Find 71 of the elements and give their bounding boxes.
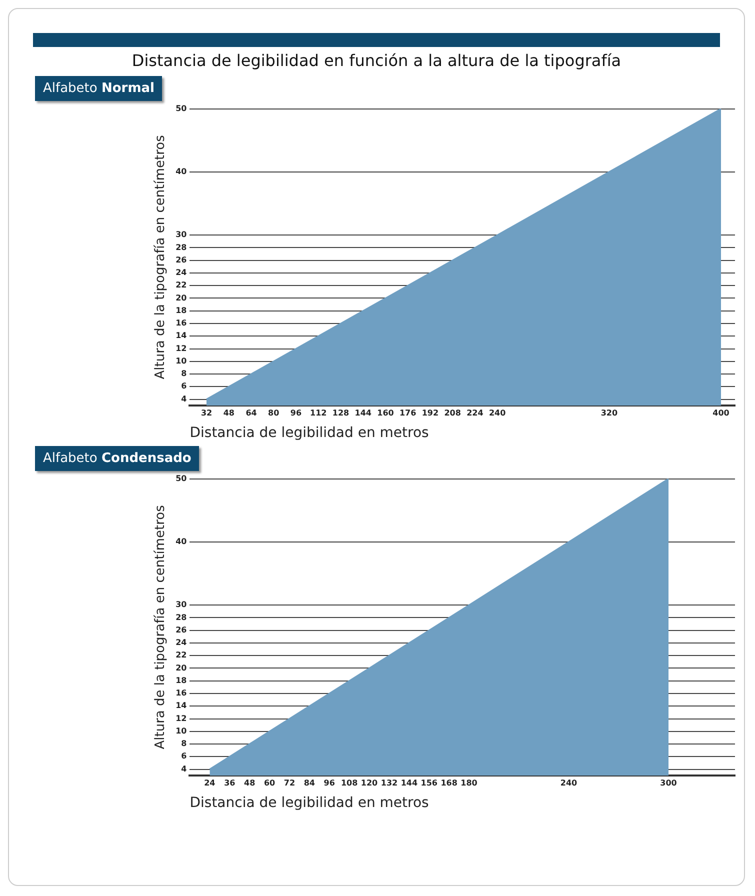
x-tick-label: 176 bbox=[399, 408, 417, 418]
y-tick-label: 26 bbox=[176, 625, 188, 634]
x-tick-label: 60 bbox=[264, 778, 276, 788]
y-tick-label: 12 bbox=[176, 344, 187, 353]
chart-subtitle: Alfabeto Condensado bbox=[43, 451, 192, 466]
x-tick-label: 24 bbox=[204, 778, 216, 788]
x-tick-label: 120 bbox=[360, 778, 378, 788]
y-tick-label: 12 bbox=[176, 714, 187, 723]
x-tick-label: 36 bbox=[224, 778, 236, 788]
y-tick-label: 14 bbox=[176, 701, 188, 710]
x-tick-label: 80 bbox=[268, 408, 280, 418]
y-tick-label: 4 bbox=[181, 394, 188, 404]
y-tick-label: 24 bbox=[176, 638, 188, 648]
x-tick-label: 96 bbox=[324, 778, 336, 788]
y-tick-label: 18 bbox=[176, 676, 188, 685]
y-tick-label: 24 bbox=[176, 268, 188, 278]
x-tick-label: 192 bbox=[422, 408, 439, 418]
x-tick-label: 320 bbox=[600, 408, 618, 418]
y-tick-label: 18 bbox=[176, 306, 188, 315]
x-tick-label: 112 bbox=[310, 408, 327, 418]
x-tick-label: 240 bbox=[488, 408, 506, 418]
y-tick-label: 14 bbox=[176, 331, 188, 340]
x-axis-title: Distancia de legibilidad en metros bbox=[190, 795, 429, 812]
y-tick-label: 22 bbox=[176, 280, 187, 290]
x-tick-label: 300 bbox=[660, 778, 678, 788]
y-tick-label: 8 bbox=[181, 739, 188, 748]
y-tick-label: 28 bbox=[176, 612, 188, 622]
x-tick-label: 48 bbox=[223, 408, 235, 418]
x-tick-label: 240 bbox=[560, 778, 578, 788]
x-tick-label: 84 bbox=[304, 778, 316, 788]
x-tick-label: 108 bbox=[340, 778, 358, 788]
y-tick-label: 50 bbox=[176, 104, 188, 113]
x-tick-label: 400 bbox=[712, 408, 730, 418]
chart-subtitle: Alfabeto Normal bbox=[43, 81, 154, 96]
y-tick-label: 6 bbox=[181, 752, 188, 761]
x-tick-label: 144 bbox=[400, 778, 418, 788]
y-tick-label: 20 bbox=[176, 663, 188, 672]
y-tick-label: 6 bbox=[181, 382, 188, 391]
y-axis-title: Altura de la tipografía en centímetros bbox=[153, 134, 168, 380]
y-tick-label: 30 bbox=[176, 230, 188, 240]
y-tick-label: 20 bbox=[176, 293, 188, 302]
x-tick-label: 180 bbox=[460, 778, 478, 788]
x-tick-label: 208 bbox=[444, 408, 462, 418]
y-axis-title: Altura de la tipografía en centímetros bbox=[153, 504, 168, 750]
chart-title: Distancia de legibilidad en función a la altura de la tipografía bbox=[130, 51, 622, 70]
x-tick-label: 168 bbox=[440, 778, 458, 788]
x-tick-label: 64 bbox=[246, 408, 258, 418]
x-tick-label: 96 bbox=[290, 408, 302, 418]
x-tick-label: 144 bbox=[354, 408, 372, 418]
x-tick-label: 48 bbox=[244, 778, 256, 788]
x-tick-label: 32 bbox=[200, 408, 212, 418]
x-tick-label: 72 bbox=[284, 778, 296, 788]
y-tick-label: 10 bbox=[176, 356, 188, 366]
y-tick-label: 50 bbox=[176, 474, 188, 483]
y-tick-label: 40 bbox=[176, 537, 188, 546]
x-tick-label: 224 bbox=[466, 408, 484, 418]
y-tick-label: 28 bbox=[176, 242, 188, 252]
y-tick-label: 40 bbox=[176, 167, 188, 176]
y-tick-label: 30 bbox=[176, 600, 188, 610]
y-tick-label: 16 bbox=[176, 318, 188, 328]
y-tick-label: 10 bbox=[176, 726, 188, 736]
y-tick-label: 26 bbox=[176, 255, 188, 264]
x-tick-label: 128 bbox=[332, 408, 350, 418]
x-tick-label: 156 bbox=[420, 778, 438, 788]
y-tick-label: 4 bbox=[181, 764, 188, 774]
x-tick-label: 160 bbox=[377, 408, 394, 418]
y-tick-label: 16 bbox=[176, 688, 188, 698]
y-tick-label: 22 bbox=[176, 650, 187, 660]
y-tick-label: 8 bbox=[181, 369, 188, 378]
x-tick-label: 132 bbox=[380, 778, 398, 788]
x-axis-title: Distancia de legibilidad en metros bbox=[190, 425, 429, 442]
